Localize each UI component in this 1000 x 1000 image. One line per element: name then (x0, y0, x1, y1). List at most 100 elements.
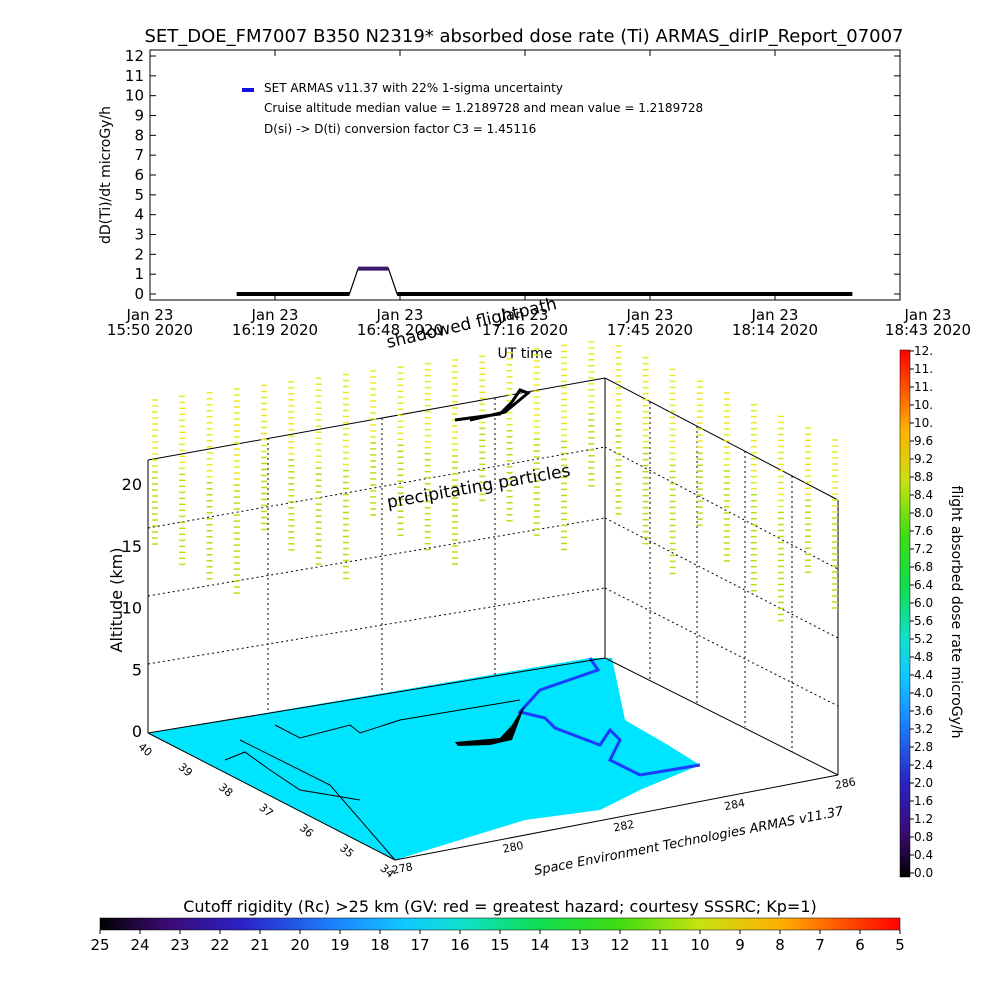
longitude-tick-label: 282 (612, 818, 635, 835)
dose-x-tick-label-time: 18:43 2020 (885, 321, 971, 339)
latitude-tick-label: 37 (257, 801, 276, 820)
dose-colorbar-tick-label: 4.4 (914, 668, 933, 682)
dose-y-axis-label: dD(Ti)/dt microGy/h (98, 106, 114, 244)
dose-colorbar-tick-label: 8.0 (914, 506, 933, 520)
dose-x-tick-label-date: Jan 23 (501, 306, 549, 324)
legend-marker (242, 88, 254, 92)
rigidity-colorbar-tick-label: 13 (570, 936, 589, 954)
dose-y-tick-label: 7 (134, 146, 144, 164)
dose-x-tick-label-date: Jan 23 (751, 306, 799, 324)
coastline (517, 657, 701, 777)
altitude-ticks: 0 5 10 15 20 (122, 475, 142, 741)
dose-colorbar-tick-label: 0.4 (914, 848, 933, 862)
dose-colorbar-tick-label: 11. (914, 380, 933, 394)
rigidity-colorbar-tick-label: 15 (490, 936, 509, 954)
dose-colorbar-tick-label: 4.8 (914, 650, 933, 664)
rigidity-colorbar-tick-label: 12 (610, 936, 629, 954)
dose-colorbar-tick-label: 7.2 (914, 542, 933, 556)
longitude-tick-label: 278 (391, 860, 414, 877)
rigidity-colorbar-ticks: 25 24 23 22 21 20 19 18 17 16 15 14 13 12 11 10 9 8 7 6 5 (90, 930, 905, 954)
dose-colorbar-tick-label: 7.6 (914, 524, 933, 538)
dose-y-tick-label: 2 (134, 245, 144, 263)
rigidity-colorbar-tick-label: 21 (250, 936, 269, 954)
dose-colorbar-tick-label: 11. (914, 362, 933, 376)
dose-series (236, 266, 853, 296)
rigidity-colorbar-tick-label: 6 (855, 936, 865, 954)
dose-y-tick-label: 8 (134, 126, 144, 144)
legend-line-1: SET ARMAS v11.37 with 22% 1-sigma uncert… (264, 81, 563, 95)
dose-x-tick-label-date: Jan 23 (126, 306, 174, 324)
rigidity-colorbar-tick-label: 19 (330, 936, 349, 954)
dose-colorbar-tick-label: 2.4 (914, 758, 933, 772)
dose-y-tick-label: 6 (134, 166, 144, 184)
dose-colorbar-tick-label: 2.0 (914, 776, 933, 790)
dose-colorbar-tick-label: 6.0 (914, 596, 933, 610)
dose-colorbar-tick-label: 9.6 (914, 434, 933, 448)
flight-path-3d (454, 388, 531, 422)
dose-colorbar-tick-label: 10. (914, 416, 933, 430)
dose-y-tick-label: 4 (134, 206, 144, 224)
dose-legend: SET ARMAS v11.37 with 22% 1-sigma uncert… (242, 81, 703, 136)
precipitating-particles (152, 341, 838, 622)
rigidity-colorbar-tick-label: 7 (815, 936, 825, 954)
latitude-tick-label: 35 (337, 842, 356, 861)
dose-y-tick-label: 0 (134, 285, 144, 303)
latitude-tick-label: 40 (136, 740, 155, 759)
rigidity-colorbar-tick-label: 23 (170, 936, 189, 954)
dose-colorbar-tick-label: 2.8 (914, 740, 933, 754)
altitude-tick-label: 5 (132, 660, 142, 679)
dose-x-tick-label-time: 17:16 2020 (482, 321, 568, 339)
state-borders-3 (224, 751, 361, 801)
rigidity-colorbar-fill (99, 917, 901, 931)
altitude-tick-label: 20 (122, 475, 142, 494)
dose-colorbar-tick-label: 1.2 (914, 812, 933, 826)
dose-x-tick-label-time: 18:14 2020 (732, 321, 818, 339)
latitude-tick-label: 38 (216, 781, 235, 800)
rigidity-colorbar-tick-label: 11 (650, 936, 669, 954)
dose-colorbar-tick-label: 8.4 (914, 488, 933, 502)
dose-colorbar-tick-label: 9.2 (914, 452, 933, 466)
annotation-precipitating-particles: precipitating particles (385, 461, 572, 513)
altitude-tick-label: 0 (132, 722, 142, 741)
dose-y-tick-label: 5 (134, 186, 144, 204)
dose-colorbar-tick-label: 0.8 (914, 830, 933, 844)
dose-colorbar-tick-label: 4.0 (914, 686, 933, 700)
dose-colorbar-tick-label: 6.8 (914, 560, 933, 574)
dose-x-tick-label-time: 16:19 2020 (232, 321, 318, 339)
dose-x-axis-label: UT time (498, 346, 553, 362)
dose-colorbar-tick-label: 1.6 (914, 794, 933, 808)
dose-colorbar-ticks: 0.0 0.4 0.8 1.2 1.6 2.0 2.4 2.8 3.2 3.6 4.0 4.4 4.8 5… (910, 344, 933, 880)
rigidity-colorbar-tick-label: 22 (210, 936, 229, 954)
dose-x-tick-label-date: Jan 23 (904, 306, 952, 324)
dose-colorbar-tick-label: 10. (914, 398, 933, 412)
dose-x-tick-label-date: Jan 23 (376, 306, 424, 324)
rigidity-colorbar-tick-label: 24 (130, 936, 149, 954)
rigidity-colorbar-tick-label: 10 (690, 936, 709, 954)
dose-y-tick-label: 12 (125, 47, 144, 65)
dose-y-tick-label: 11 (125, 67, 144, 85)
dose-x-tick-label-time: 16:48 2020 (357, 321, 443, 339)
rigidity-colorbar-tick-label: 8 (775, 936, 785, 954)
latitude-tick-label: 36 (297, 821, 316, 840)
rigidity-colorbar-tick-label: 25 (90, 936, 109, 954)
dose-colorbar-tick-label: 5.2 (914, 632, 933, 646)
dose-colorbar-tick-label: 3.6 (914, 704, 933, 718)
dose-y-tick-label: 10 (125, 87, 144, 105)
longitude-tick-label: 286 (834, 775, 857, 792)
longitude-tick-label: 280 (502, 839, 525, 856)
ground-map (148, 658, 700, 860)
rigidity-colorbar-tick-label: 14 (530, 936, 549, 954)
altitude-tick-label: 15 (122, 537, 142, 556)
credit-text: Space Environment Technologies ARMAS v11… (533, 804, 846, 879)
dose-x-tick-label-date: Jan 23 (251, 306, 299, 324)
dose-y-tick-label: 1 (134, 265, 144, 283)
legend-line-2: Cruise altitude median value = 1.2189728… (264, 101, 703, 115)
altitude-axis-label: Altitude (km) (107, 548, 126, 653)
rigidity-colorbar-tick-label: 20 (290, 936, 309, 954)
rigidity-colorbar: Cutoff rigidity (Rc) >25 km (GV: red = g… (90, 897, 904, 954)
dose-colorbar-tick-label: 0.0 (914, 866, 933, 880)
altitude-tick-label: 10 (122, 599, 142, 618)
